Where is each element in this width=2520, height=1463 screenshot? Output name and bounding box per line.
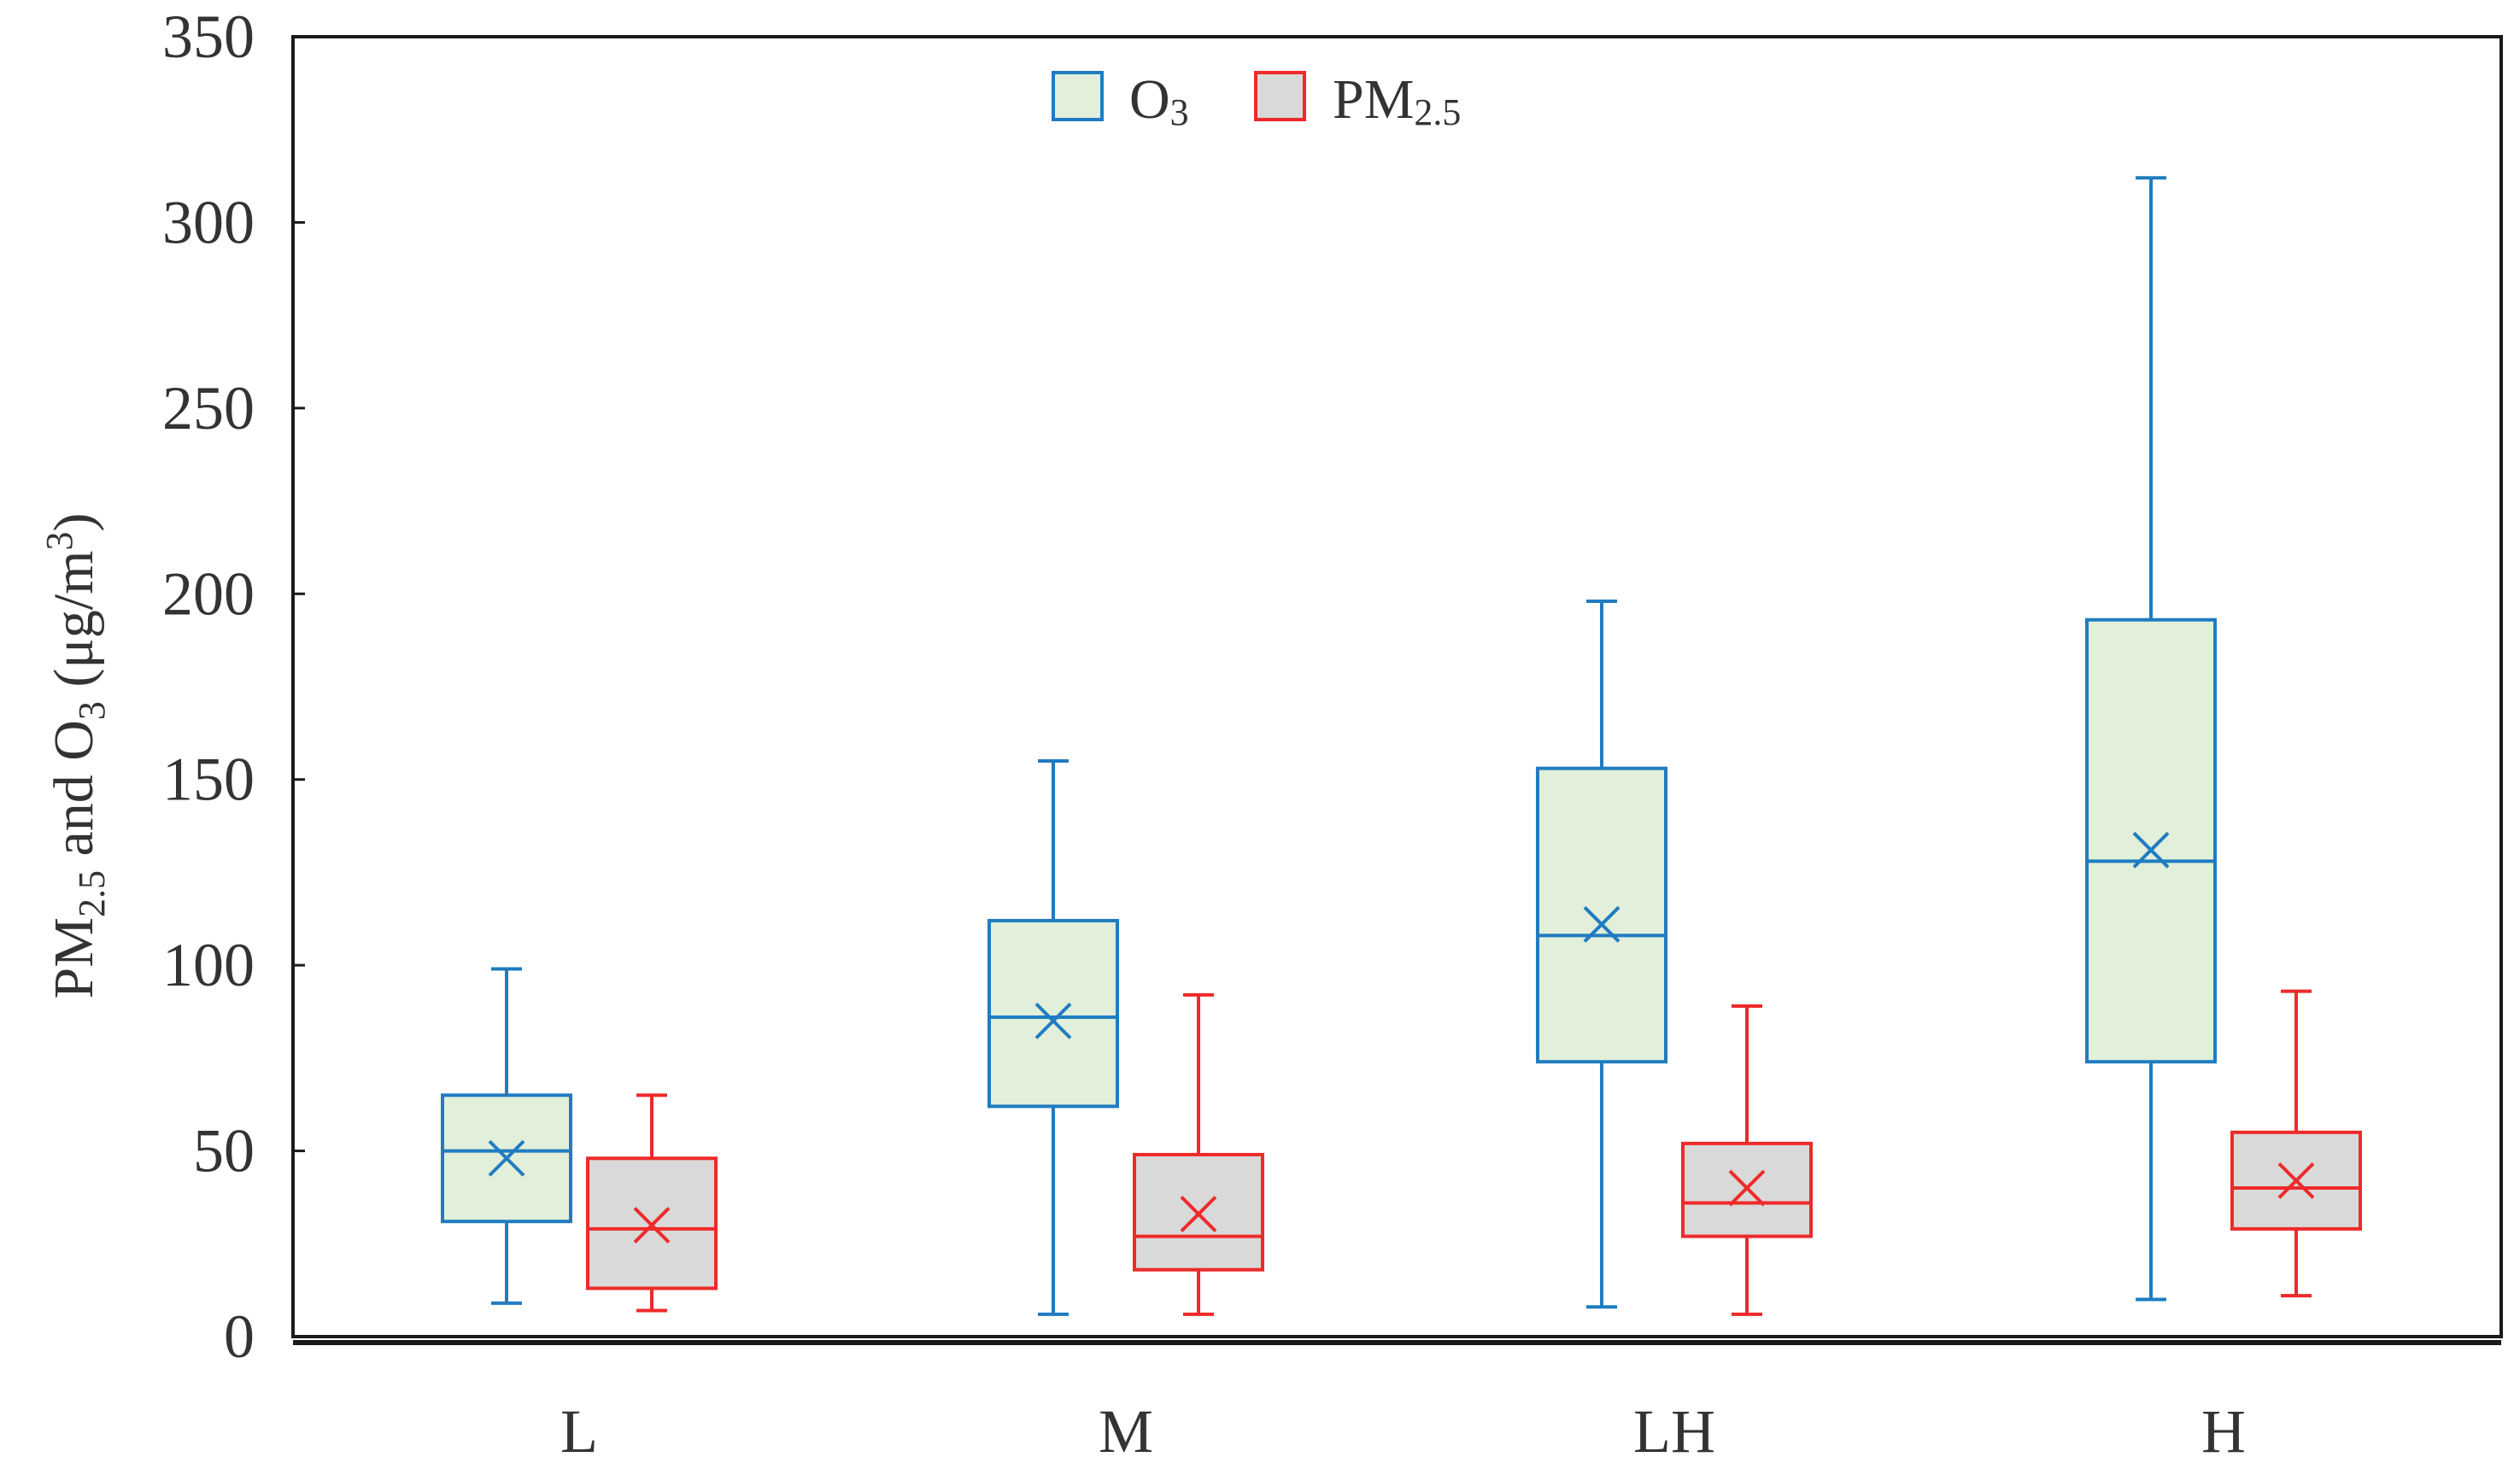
y-label-unit-sup: 3: [38, 532, 80, 551]
legend-swatch-pm25: [1254, 71, 1306, 121]
y-tick-label: 150: [162, 746, 255, 814]
legend: O3 PM2.5: [1052, 68, 1461, 133]
y-tick-label: 350: [162, 3, 255, 71]
y-label-unit: (μg/m: [43, 551, 105, 702]
y-tick-label: 50: [193, 1117, 255, 1185]
mean-marker: [2132, 831, 2170, 869]
y-tick-label: 100: [162, 931, 255, 999]
mean-marker: [1728, 1169, 1766, 1207]
mean-marker: [2277, 1162, 2315, 1199]
y-label-unit-close: ): [43, 513, 105, 532]
box-iqr: [2085, 617, 2217, 1064]
y-label-o-sub: 3: [71, 701, 113, 720]
box-iqr: [1536, 766, 1667, 1064]
boxes-layer: [441, 176, 2362, 1316]
legend-label-o3: O3: [1129, 68, 1189, 133]
y-tick-label: 250: [162, 374, 255, 442]
x-category-label: L: [560, 1397, 598, 1463]
x-category-label: LH: [1633, 1397, 1715, 1463]
y-axis-title: PM2.5 and O3 (μg/m3): [38, 513, 113, 999]
legend-swatch-o3: [1052, 71, 1104, 121]
y-label-pm-sub: 2.5: [71, 870, 113, 917]
x-axis: L M LH H: [560, 1397, 2246, 1463]
y-tick-label: 0: [224, 1302, 255, 1371]
mean-marker: [1583, 905, 1620, 943]
mean-marker: [1034, 1002, 1072, 1039]
mean-marker: [1180, 1196, 1217, 1232]
y-tick-label: 300: [162, 188, 255, 256]
y-tick-label: 200: [162, 559, 255, 628]
x-category-label: M: [1099, 1397, 1153, 1463]
svg-text:PM2.5 and O3 (μg/m3): PM2.5 and O3 (μg/m3): [38, 513, 113, 999]
box-iqr: [987, 918, 1119, 1109]
mean-marker: [488, 1139, 525, 1177]
y-label-pm: PM: [43, 917, 105, 998]
mean-marker: [633, 1207, 671, 1244]
y-axis: 0 50 100 150 200 250 300 350: [162, 3, 305, 1371]
legend-label-pm25: PM2.5: [1333, 68, 1461, 133]
x-category-label: H: [2201, 1397, 2246, 1463]
y-label-and-o: and O: [43, 720, 105, 870]
